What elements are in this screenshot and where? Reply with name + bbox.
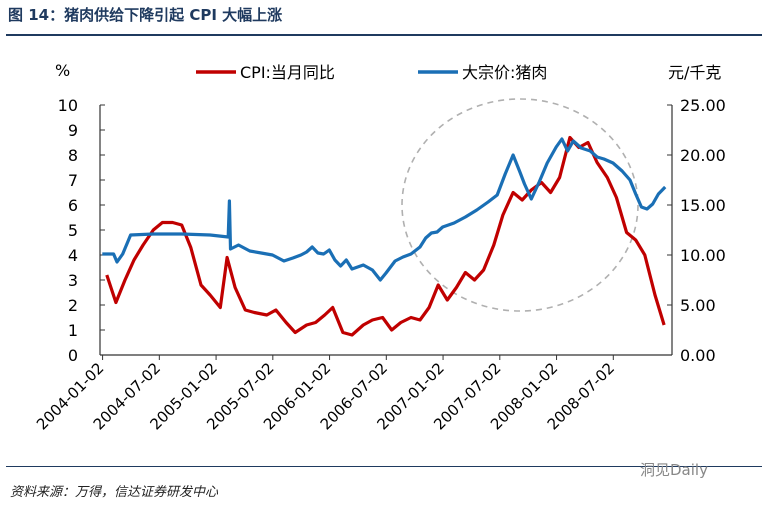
y-left-tick-label: 1 <box>68 321 78 340</box>
y-left-tick-label: 9 <box>68 121 78 140</box>
y-left-tick-label: 5 <box>68 221 78 240</box>
y-left-tick-label: 6 <box>68 196 78 215</box>
title-divider <box>6 34 762 36</box>
y-right-axis-label: 元/千克 <box>668 63 721 82</box>
y-left-tick-label: 4 <box>68 246 78 265</box>
y-right-tick-label: 15.00 <box>680 196 726 215</box>
y-left-tick-label: 10 <box>58 96 78 115</box>
y-left-axis-label: % <box>55 61 70 80</box>
y-left-tick-label: 0 <box>68 346 78 365</box>
y-right-tick-label: 0.00 <box>680 346 716 365</box>
highlight-circle <box>401 98 639 312</box>
series-line-cpi <box>105 135 666 337</box>
y-left-tick-label: 2 <box>68 296 78 315</box>
y-right-tick-label: 25.00 <box>680 96 726 115</box>
y-right-tick-label: 10.00 <box>680 246 726 265</box>
watermark: 洞见Daily <box>640 461 708 479</box>
y-left-tick-label: 8 <box>68 146 78 165</box>
series-line-pork <box>102 137 667 282</box>
legend-label-pork: 大宗价:猪肉 <box>462 63 547 82</box>
legend-label-cpi: CPI:当月同比 <box>240 63 335 82</box>
y-left-tick-label: 3 <box>68 271 78 290</box>
y-left-tick-label: 7 <box>68 171 78 190</box>
chart-title: 图 14：猪肉供给下降引起 CPI 大幅上涨 <box>8 6 283 24</box>
y-right-tick-label: 5.00 <box>680 296 716 315</box>
footer-divider <box>6 466 762 467</box>
source-note: 资料来源：万得，信达证券研发中心 <box>10 485 219 500</box>
y-right-tick-label: 20.00 <box>680 146 726 165</box>
